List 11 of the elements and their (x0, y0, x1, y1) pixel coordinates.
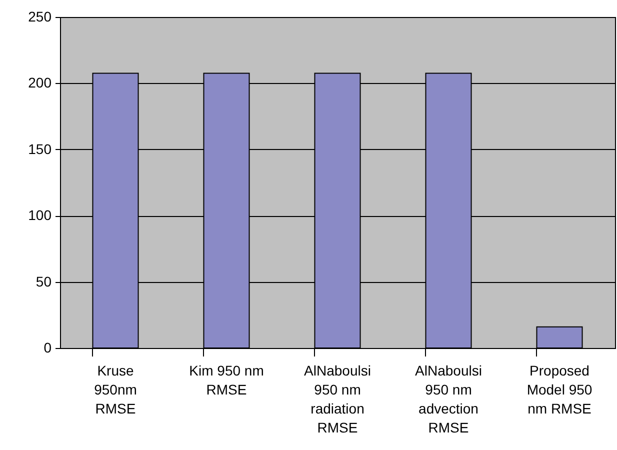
x-tick-label: Proposed Model 950 nm RMSE (526, 362, 592, 416)
y-tick-label: 150 (28, 140, 52, 157)
y-tick-label: 200 (28, 74, 52, 91)
y-tick-label: 0 (44, 340, 52, 356)
y-tick-label: 250 (28, 8, 52, 24)
x-tick-label: AlNaboulsi 950 nm radiation RMSE (304, 362, 371, 436)
x-tick-label: Kim 950 nm RMSE (189, 362, 264, 398)
y-tick-label: 50 (36, 273, 52, 290)
y-tick-label: 100 (28, 207, 52, 224)
x-tick-label: Kruse 950nm RMSE (94, 362, 137, 416)
x-tick-label: AlNaboulsi 950 nm advection RMSE (415, 362, 482, 436)
